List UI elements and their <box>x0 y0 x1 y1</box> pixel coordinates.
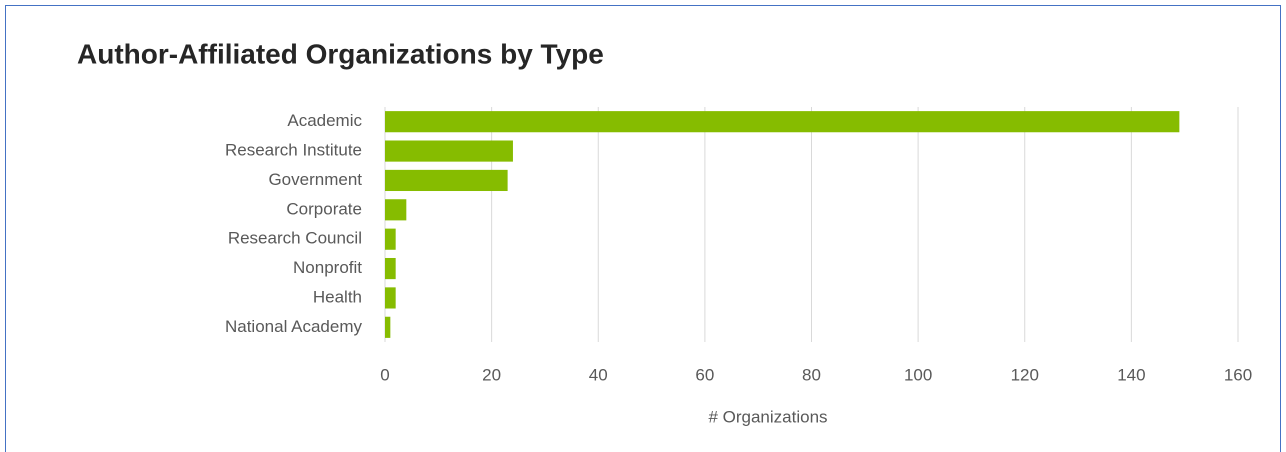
y-tick-label: Research Institute <box>225 141 362 160</box>
x-tick-label: 120 <box>1011 365 1039 384</box>
y-tick-label: Government <box>268 170 362 189</box>
bar <box>385 199 407 221</box>
x-tick-label: 0 <box>380 365 389 384</box>
bar <box>385 257 396 280</box>
bar <box>385 228 396 250</box>
x-tick-label: 140 <box>1117 365 1145 384</box>
y-tick-label: Health <box>313 287 362 306</box>
y-tick-label: Research Council <box>228 229 362 248</box>
chart-border <box>5 5 1281 452</box>
x-tick-label: 20 <box>482 365 501 384</box>
x-tick-label: 60 <box>695 365 714 384</box>
x-axis-label: # Organizations <box>708 407 827 426</box>
x-tick-label: 160 <box>1224 365 1252 384</box>
y-tick-label: Nonprofit <box>293 258 362 277</box>
bar <box>385 316 391 338</box>
x-tick-label: 80 <box>802 365 821 384</box>
y-tick-label: Corporate <box>286 199 362 218</box>
y-tick-label: National Academy <box>225 317 363 336</box>
bar <box>385 169 508 192</box>
chart-title: Author-Affiliated Organizations by Type <box>77 38 604 69</box>
bar <box>385 111 1180 133</box>
bar <box>385 140 513 162</box>
x-tick-label: 40 <box>589 365 608 384</box>
x-tick-label: 100 <box>904 365 932 384</box>
y-tick-label: Academic <box>287 111 362 130</box>
bar <box>385 287 396 309</box>
